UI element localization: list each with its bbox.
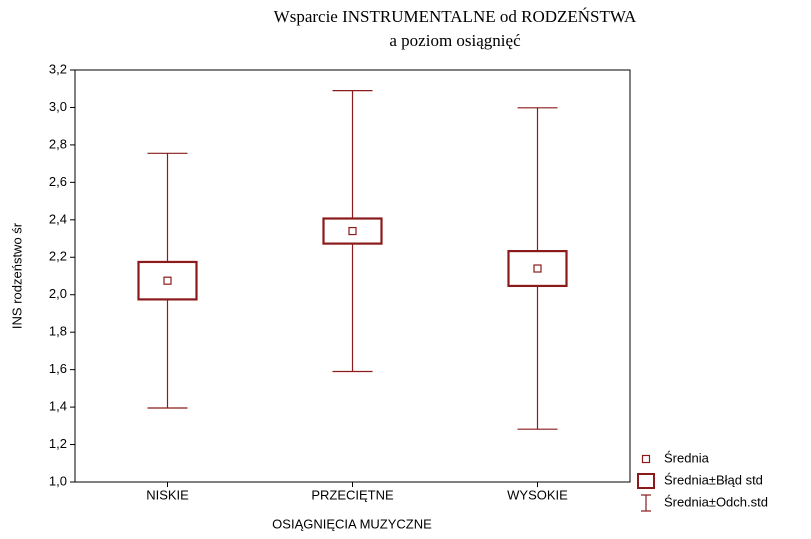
y-tick-label: 1,8 <box>49 324 67 339</box>
y-axis-label: INS rodzeństwo śr <box>9 222 24 329</box>
legend-label: Średnia <box>664 450 710 465</box>
y-tick-label: 2,4 <box>49 211 67 226</box>
y-tick-label: 2,8 <box>49 136 67 151</box>
y-tick-label: 3,2 <box>49 61 67 76</box>
y-tick-label: 2,6 <box>49 174 67 189</box>
y-tick-label: 2,0 <box>49 286 67 301</box>
legend-symbol <box>637 473 655 489</box>
mean-marker <box>163 276 172 285</box>
legend-label: Średnia±Błąd std <box>664 472 763 487</box>
y-tick-label: 1,2 <box>49 436 67 451</box>
legend-label: Średnia±Odch.std <box>664 494 768 509</box>
y-tick-label: 1,4 <box>49 399 67 414</box>
mean-marker <box>348 226 357 236</box>
y-tick-label: 1,6 <box>49 361 67 376</box>
y-tick-label: 3,0 <box>49 99 67 114</box>
se-box <box>507 249 568 288</box>
x-tick-label: WYSOKIE <box>507 487 568 502</box>
chart-title: a poziom osiągnięć <box>389 31 521 50</box>
y-tick-label: 1,0 <box>49 473 67 488</box>
y-tick-label: 2,2 <box>49 249 67 264</box>
mean-marker <box>533 264 542 273</box>
x-tick-label: NISKIE <box>146 487 189 502</box>
x-tick-label: PRZECIĘTNE <box>311 487 394 502</box>
chart-title: Wsparcie INSTRUMENTALNE od RODZEŃSTWA <box>274 7 637 26</box>
x-axis-label: OSIĄGNIĘCIA MUZYCZNE <box>272 516 432 531</box>
legend-symbol <box>641 454 651 464</box>
